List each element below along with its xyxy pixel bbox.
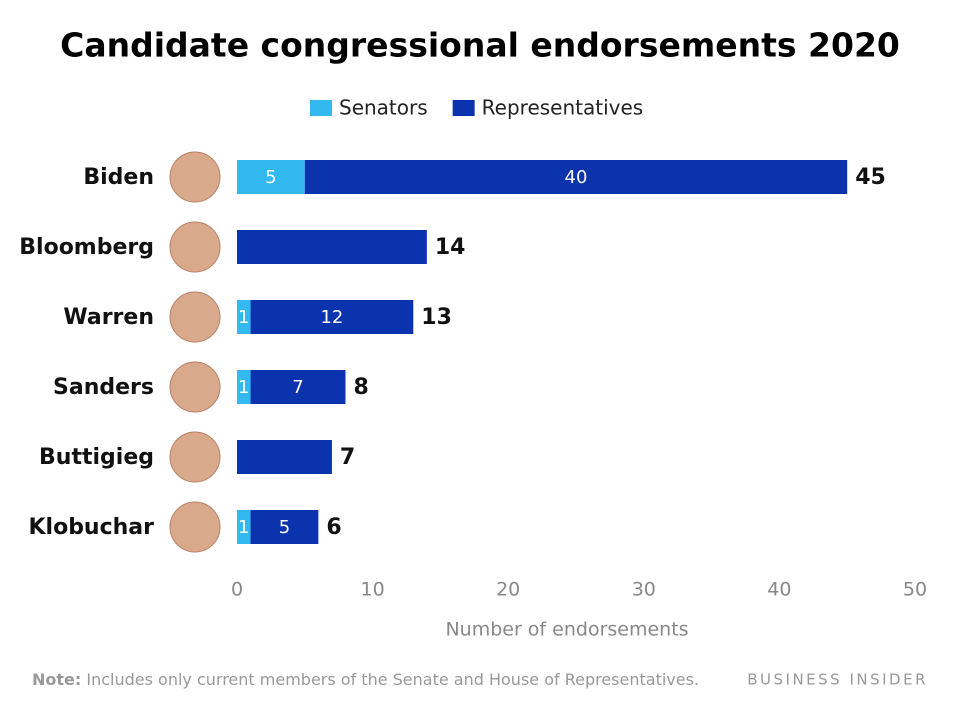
candidate-photo <box>169 151 221 203</box>
candidate-photo <box>169 221 221 273</box>
y-tick-label: Sanders <box>53 375 154 400</box>
x-tick-label: 30 <box>632 579 656 601</box>
segment-label: 1 <box>238 377 249 398</box>
y-tick-label: Buttigieg <box>39 445 154 470</box>
bar-segment <box>237 370 251 404</box>
x-tick-label: 0 <box>231 579 243 601</box>
segment-label: 7 <box>292 377 303 398</box>
bar-segment <box>237 230 427 264</box>
note-label: Note: <box>32 670 81 689</box>
x-axis-label: Number of endorsements <box>445 619 688 641</box>
x-tick-label: 10 <box>361 579 385 601</box>
total-label: 45 <box>855 165 886 190</box>
legend-label: Representatives <box>482 96 644 120</box>
bar-segment <box>304 160 848 194</box>
legend-swatch <box>310 100 332 116</box>
bar-segment <box>237 300 251 334</box>
bar-segment <box>250 510 319 544</box>
candidate-photo <box>169 361 221 413</box>
chart-title: Candidate congressional endorsements 202… <box>60 26 900 65</box>
legend-swatch <box>452 100 475 116</box>
segment-label: 1 <box>238 307 249 328</box>
total-label: 13 <box>421 305 452 330</box>
y-tick-label: Warren <box>63 305 154 330</box>
total-label: 6 <box>326 515 341 540</box>
y-tick-label: Klobuchar <box>28 515 154 540</box>
x-tick-label: 50 <box>903 579 927 601</box>
total-label: 8 <box>353 375 368 400</box>
source: BUSINESS INSIDER <box>747 671 928 689</box>
note: Note: Includes only current members of t… <box>32 670 699 689</box>
total-label: 7 <box>340 445 355 470</box>
candidate-photo <box>169 431 221 483</box>
bar-segment <box>237 510 251 544</box>
x-tick-label: 40 <box>767 579 791 601</box>
total-label: 14 <box>435 235 466 260</box>
bar-segment <box>250 370 346 404</box>
segment-label: 12 <box>320 307 343 328</box>
bar-segment <box>237 440 332 474</box>
y-tick-label: Bloomberg <box>19 235 154 260</box>
candidate-photo <box>169 501 221 553</box>
note-text: Includes only current members of the Sen… <box>86 670 699 689</box>
y-tick-label: Biden <box>83 165 154 190</box>
legend-label: Senators <box>339 96 428 120</box>
bar-segment <box>237 160 305 194</box>
x-tick-label: 20 <box>496 579 520 601</box>
candidate-photo <box>169 291 221 343</box>
segment-label: 5 <box>265 167 276 188</box>
segment-label: 1 <box>238 517 249 538</box>
segment-label: 5 <box>279 517 290 538</box>
segment-label: 40 <box>565 167 588 188</box>
bar-segment <box>250 300 414 334</box>
